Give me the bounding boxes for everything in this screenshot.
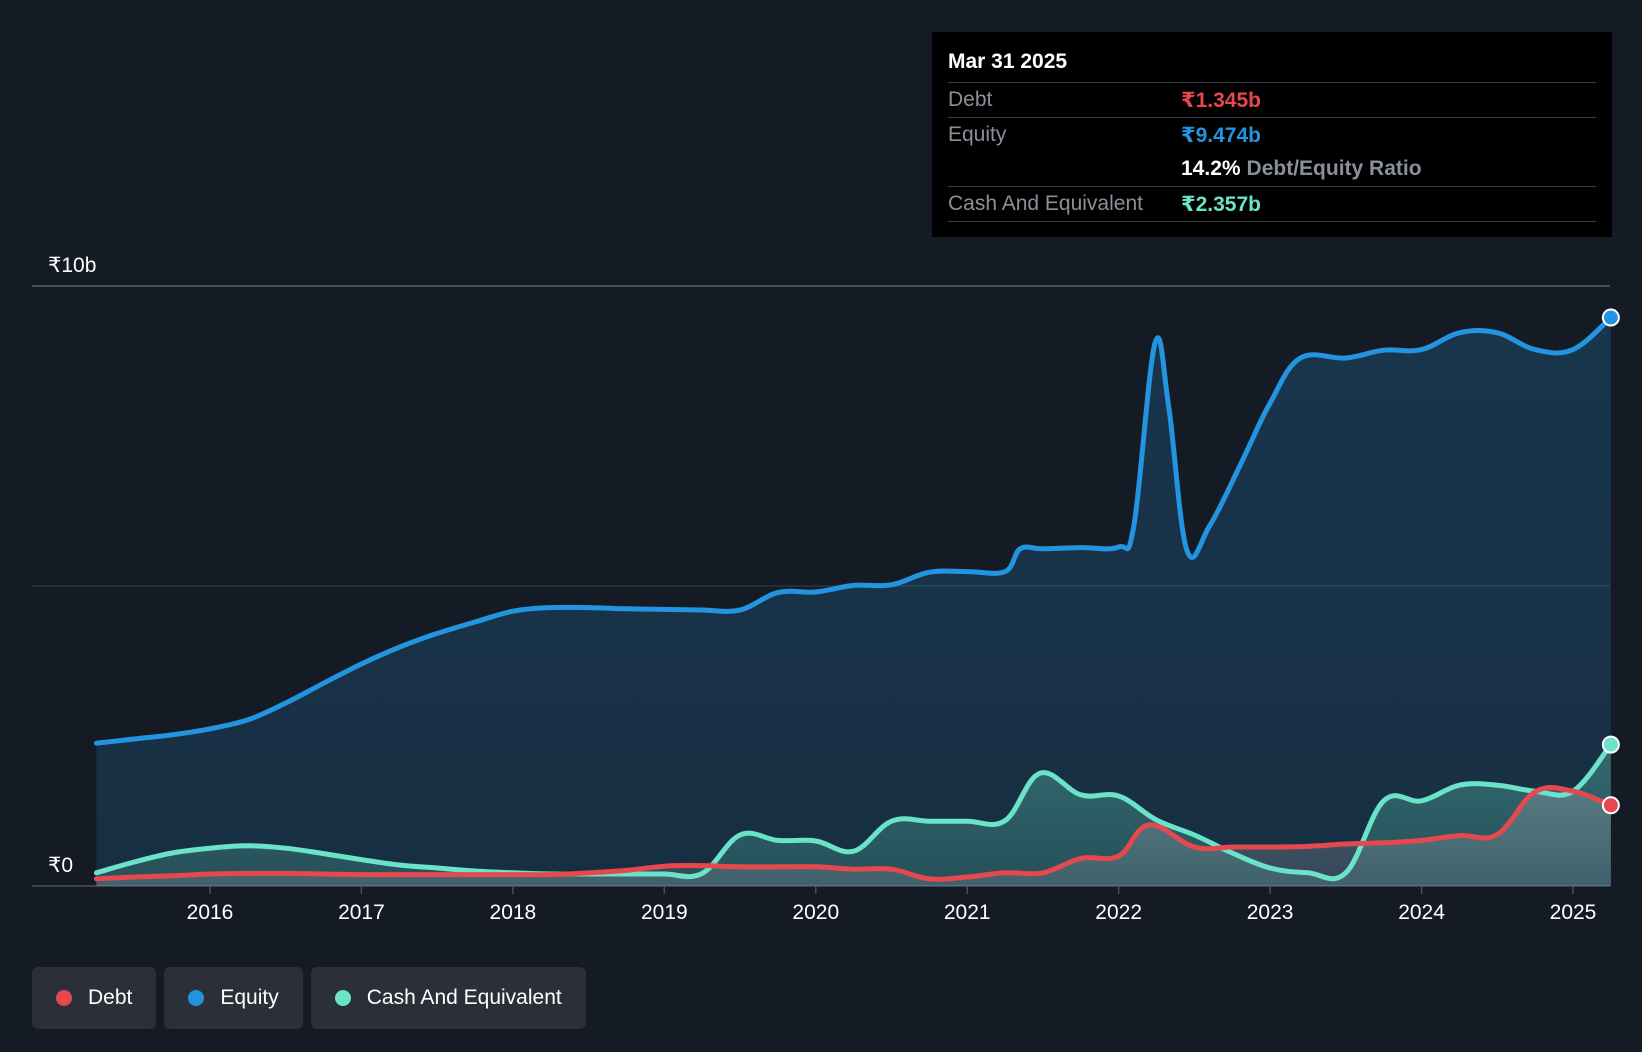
legend-debt-label: Debt (88, 986, 133, 1009)
legend-item-debt[interactable]: Debt (32, 967, 157, 1029)
x-tick-label-2020: 2020 (792, 901, 839, 924)
x-tick-label-2025: 2025 (1550, 901, 1597, 924)
tooltip-cash-label: Cash And Equivalent (948, 192, 1143, 215)
legend-item-equity[interactable]: Equity (164, 967, 303, 1029)
legend-cash-label: Cash And Equivalent (366, 986, 562, 1009)
tooltip-ratio-value: 14.2% (1181, 157, 1241, 180)
series-end-markers (1601, 308, 1620, 815)
cash-dot-icon (334, 990, 351, 1006)
debt-line (93, 785, 1614, 882)
x-tick-label-2024: 2024 (1398, 901, 1445, 924)
y-tick-label-1: ₹10b (48, 254, 96, 277)
tooltip-debt-value: ₹1.345b (1181, 88, 1261, 112)
equity-end-marker (1601, 308, 1620, 327)
x-tick-label-2023: 2023 (1247, 901, 1294, 924)
x-tick-label-2022: 2022 (1095, 901, 1142, 924)
x-tick-label-2019: 2019 (641, 901, 688, 924)
y-tick-label-0: ₹0 (48, 854, 73, 877)
tooltip-cash-row: Cash And Equivalent ₹2.357b (948, 187, 1596, 222)
tooltip-equity-value: ₹9.474b (1181, 123, 1261, 147)
tooltip-equity-row: Equity ₹9.474b (948, 118, 1596, 152)
debt-area (96, 787, 1611, 886)
y-axis-labels: ₹0 ₹10b (48, 254, 96, 877)
tooltip-ratio-row: 14.2% Debt/Equity Ratio (948, 152, 1596, 187)
x-tick-label-2021: 2021 (944, 901, 991, 924)
equity-line (93, 315, 1614, 746)
cash-end-marker (1601, 735, 1620, 754)
x-axis-labels: 2016 2017 2018 2019 2020 2021 2022 2023 2024 2025 (187, 901, 1597, 924)
tooltip-date: Mar 31 2025 (948, 44, 1596, 83)
chart-legend: Debt Equity Cash And Equivalent (32, 967, 586, 1029)
tooltip-cash-value: ₹2.357b (1181, 192, 1261, 216)
x-tick-label-2018: 2018 (490, 901, 537, 924)
data-tooltip: Mar 31 2025 Debt ₹1.345b Equity ₹9.474b … (932, 32, 1612, 237)
cash-line (93, 742, 1614, 882)
tooltip-ratio-label: Debt/Equity Ratio (1246, 157, 1422, 180)
x-tick-label-2016: 2016 (187, 901, 234, 924)
debt-end-marker (1601, 796, 1620, 815)
equity-area (96, 317, 1611, 887)
x-tick-label-2017: 2017 (338, 901, 385, 924)
tooltip-equity-label: Equity (948, 123, 1007, 146)
series-lines (93, 315, 1614, 882)
tooltip-debt-row: Debt ₹1.345b (948, 83, 1596, 118)
legend-item-cash[interactable]: Cash And Equivalent (310, 967, 586, 1029)
legend-equity-label: Equity (220, 986, 279, 1009)
debt-dot-icon (56, 990, 72, 1006)
equity-dot-icon (188, 990, 205, 1006)
tooltip-debt-label: Debt (948, 88, 993, 111)
